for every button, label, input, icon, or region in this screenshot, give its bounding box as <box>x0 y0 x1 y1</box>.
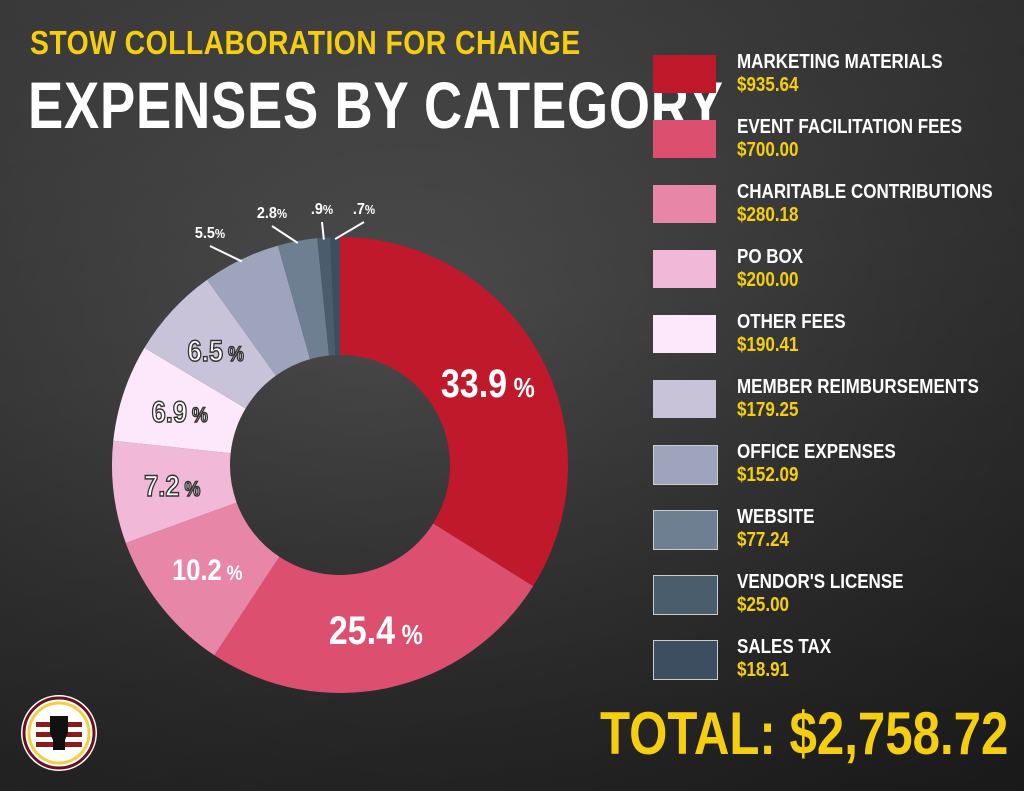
legend-category: MARKETING MATERIALS <box>737 51 943 73</box>
organization-subtitle: STOW COLLABORATION FOR CHANGE <box>30 24 581 61</box>
legend-swatch <box>653 510 718 550</box>
donut-slice-4 <box>113 347 246 454</box>
legend-value: $200.00 <box>737 269 799 291</box>
legend-swatch <box>653 445 718 485</box>
donut-slice-3 <box>112 440 237 543</box>
donut-slice-9 <box>330 237 340 356</box>
percent-label-7: 2.8% <box>257 204 287 222</box>
legend-category: CHARITABLE CONTRIBUTIONS <box>737 181 993 203</box>
legend-swatch <box>653 185 716 223</box>
donut-slice-8 <box>317 237 336 356</box>
legend-value: $280.18 <box>737 204 799 226</box>
legend-category: EVENT FACILITATION FEES <box>737 116 963 138</box>
legend-swatch <box>653 250 716 288</box>
donut-slice-5 <box>144 279 276 409</box>
percent-label-0: 33.9 % <box>441 361 535 406</box>
donut-slice-6 <box>207 245 311 376</box>
legend-value: $25.00 <box>737 594 789 616</box>
leader-line-8 <box>321 221 325 240</box>
legend-category: VENDOR'S LICENSE <box>737 571 904 593</box>
percent-label-3: 7.2 % <box>144 469 200 502</box>
organization-logo <box>21 695 97 771</box>
donut-slice-7 <box>277 238 330 360</box>
donut-slice-1 <box>214 523 534 693</box>
percent-label-8: .9% <box>311 200 333 218</box>
legend-category: MEMBER REIMBURSEMENTS <box>737 376 979 398</box>
total-label: TOTAL: $2,758.72 <box>600 700 1009 767</box>
legend-category: SALES TAX <box>737 636 832 658</box>
legend-swatch <box>653 380 716 418</box>
legend-category: WEBSITE <box>737 506 815 528</box>
leader-line-7 <box>271 225 299 244</box>
legend-value: $179.25 <box>737 399 799 421</box>
legend-swatch <box>653 640 718 680</box>
donut-slice-2 <box>125 502 280 656</box>
legend-value: $700.00 <box>737 139 799 161</box>
leader-line-6 <box>209 245 243 263</box>
legend-value: $77.24 <box>737 529 789 551</box>
percent-label-6: 5.5% <box>195 224 225 242</box>
percent-label-9: .7% <box>353 200 375 218</box>
legend-value: $935.64 <box>737 74 799 96</box>
percent-label-1: 25.4 % <box>329 608 423 653</box>
legend-value: $190.41 <box>737 334 799 356</box>
legend-swatch <box>653 315 716 353</box>
legend-category: PO BOX <box>737 246 804 268</box>
percent-label-5: 6.5 % <box>188 334 244 367</box>
legend-value: $152.09 <box>737 464 799 486</box>
percent-label-2: 10.2 % <box>172 553 242 586</box>
legend-category: OTHER FEES <box>737 311 846 333</box>
donut-slice-0 <box>340 237 568 587</box>
percent-label-4: 6.9 % <box>152 395 208 428</box>
legend-value: $18.91 <box>737 659 789 681</box>
legend-swatch <box>653 575 718 615</box>
legend-category: OFFICE EXPENSES <box>737 441 896 463</box>
leader-line-9 <box>334 221 365 240</box>
legend-swatch <box>653 120 716 158</box>
legend-swatch <box>653 55 716 93</box>
chart-title: EXPENSES BY CATEGORY <box>28 68 724 142</box>
